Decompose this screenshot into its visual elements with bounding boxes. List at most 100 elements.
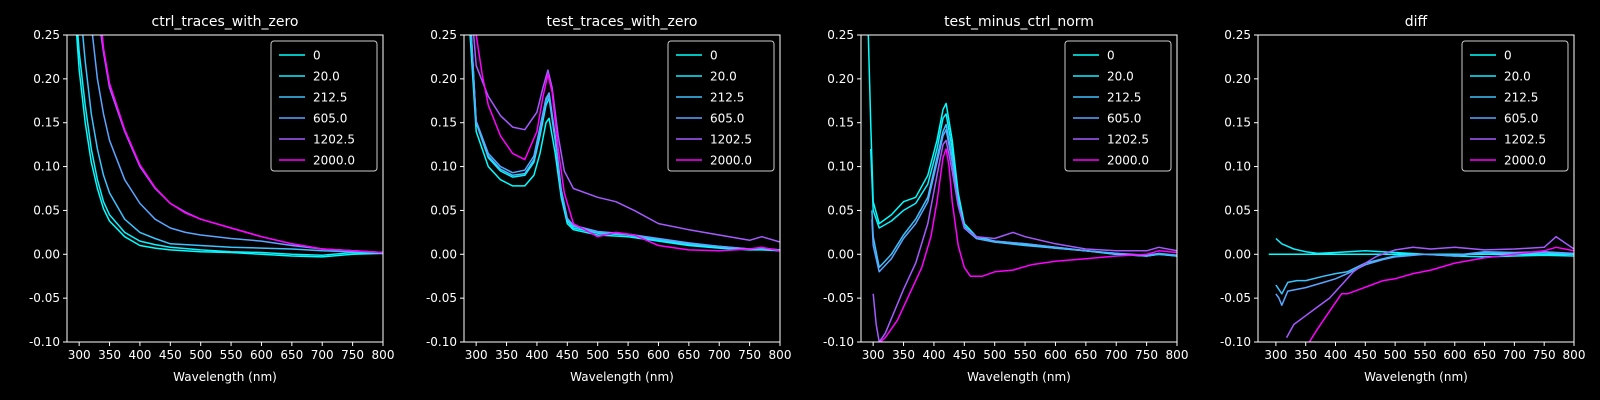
x-tick-label: 750: [341, 348, 364, 362]
legend-box: [270, 40, 378, 172]
y-tick-label: -0.05: [426, 291, 457, 305]
y-tick-label: 0.20: [33, 72, 60, 86]
axes-frame: [463, 34, 781, 343]
x-tick-label: 450: [1354, 348, 1377, 362]
x-tick-label: 550: [220, 348, 243, 362]
x-tick-label: 350: [1294, 348, 1317, 362]
x-tick-label: 800: [372, 348, 395, 362]
legend-label: 2000.0: [1107, 154, 1149, 168]
series-line-605.0: [871, 128, 1177, 273]
series-line-20.0: [77, 35, 383, 256]
legend-label: 605.0: [1504, 112, 1538, 126]
legend-label: 20.0: [710, 70, 737, 84]
x-tick-label: 400: [525, 348, 548, 362]
y-tick-label: 0.20: [430, 72, 457, 86]
y-tick-label: 0.25: [827, 28, 854, 42]
x-tick-label: 400: [128, 348, 151, 362]
legend-label: 0: [313, 49, 321, 63]
x-axis-label: Wavelength (nm): [173, 370, 277, 384]
x-tick-label: 350: [495, 348, 518, 362]
axes-frame: [66, 34, 384, 343]
x-tick-label: 500: [983, 348, 1006, 362]
y-tick-label: 0.00: [33, 247, 60, 261]
legend-label: 1202.5: [1107, 133, 1149, 147]
x-tick-label: 750: [1533, 348, 1556, 362]
legend-label: 605.0: [313, 112, 347, 126]
series-line-2000.0: [101, 35, 383, 254]
y-tick-label: 0.10: [1224, 160, 1251, 174]
y-tick-label: 0.15: [33, 116, 60, 130]
series-line-1202.5: [472, 35, 780, 243]
x-tick-label: 600: [1443, 348, 1466, 362]
legend-label: 1202.5: [1504, 133, 1546, 147]
legend-label: 20.0: [1504, 70, 1531, 84]
chart-title: test_minus_ctrl_norm: [944, 14, 1094, 30]
x-tick-label: 450: [953, 348, 976, 362]
y-tick-label: 0.25: [430, 28, 457, 42]
legend-label: 20.0: [1107, 70, 1134, 84]
x-tick-label: 350: [98, 348, 121, 362]
legend: 0 20.0 212.5 605.0 1202.5 2000.0: [1461, 40, 1569, 172]
chart-title: test_traces_with_zero: [547, 14, 698, 30]
y-tick-label: 0.00: [430, 247, 457, 261]
x-tick-label: 400: [922, 348, 945, 362]
series-line-1202.5: [872, 139, 1177, 342]
x-tick-label: 300: [465, 348, 488, 362]
chart-title: ctrl_traces_with_zero: [152, 14, 299, 30]
legend-label: 212.5: [1107, 91, 1141, 105]
legend-label: 0: [710, 49, 718, 63]
series-line-20.0: [1275, 237, 1574, 258]
legend-label: 2000.0: [710, 154, 752, 168]
x-tick-label: 800: [769, 348, 792, 362]
y-tick-label: 0.05: [827, 203, 854, 217]
chart-panel-1: 300 350 400 450 500 550 600 650 700 750 800 -0.10 -0…: [29, 14, 395, 384]
y-tick-label: -0.05: [1220, 291, 1251, 305]
legend: 0 20.0 212.5 605.0 1202.5 2000.0: [1064, 40, 1172, 172]
x-tick-label: 500: [586, 348, 609, 362]
series-line-605.0: [91, 35, 383, 254]
x-tick-label: 400: [1324, 348, 1347, 362]
x-tick-label: 700: [1105, 348, 1128, 362]
chart-panel-3: 300 350 400 450 500 550 600 650 700 750 800 -0.10 -0…: [823, 14, 1189, 384]
legend-label: 1202.5: [710, 133, 752, 147]
legend-label: 1202.5: [313, 133, 355, 147]
series-line-0: [469, 35, 780, 252]
x-tick-label: 450: [159, 348, 182, 362]
y-tick-label: 0.10: [430, 160, 457, 174]
series-line-2000.0: [475, 35, 780, 252]
x-tick-label: 600: [250, 348, 273, 362]
chart-panel-2: 300 350 400 450 500 550 600 650 700 750 800 -0.10 -0…: [426, 14, 792, 384]
series-line-2000.0: [1308, 246, 1574, 342]
y-tick-label: 0.05: [33, 203, 60, 217]
legend-label: 2000.0: [1504, 154, 1546, 168]
x-tick-label: 700: [1503, 348, 1526, 362]
x-tick-label: 650: [677, 348, 700, 362]
x-tick-label: 550: [1014, 348, 1037, 362]
x-tick-label: 550: [617, 348, 640, 362]
x-tick-label: 500: [1384, 348, 1407, 362]
x-tick-label: 550: [1413, 348, 1436, 362]
legend: 0 20.0 212.5 605.0 1202.5 2000.0: [667, 40, 775, 172]
series-group: [867, 35, 1177, 342]
x-tick-label: 300: [68, 348, 91, 362]
legend-box: [1064, 40, 1172, 172]
x-tick-label: 600: [1044, 348, 1067, 362]
x-tick-label: 800: [1166, 348, 1189, 362]
y-tick-label: 0.15: [1224, 116, 1251, 130]
legend-label: 605.0: [710, 112, 744, 126]
y-tick-label: 0.00: [1224, 247, 1251, 261]
x-tick-label: 350: [892, 348, 915, 362]
x-tick-label: 750: [1135, 348, 1158, 362]
x-axis-label: Wavelength (nm): [967, 370, 1071, 384]
x-tick-label: 600: [647, 348, 670, 362]
y-tick-label: -0.05: [823, 291, 854, 305]
series-line-605.0: [1275, 250, 1574, 306]
y-tick-label: -0.10: [426, 335, 457, 349]
x-tick-label: 450: [556, 348, 579, 362]
legend-label: 20.0: [313, 70, 340, 84]
x-tick-label: 650: [1473, 348, 1496, 362]
legend-label: 212.5: [710, 91, 744, 105]
y-tick-label: 0.25: [33, 28, 60, 42]
series-line-605.0: [470, 35, 780, 251]
